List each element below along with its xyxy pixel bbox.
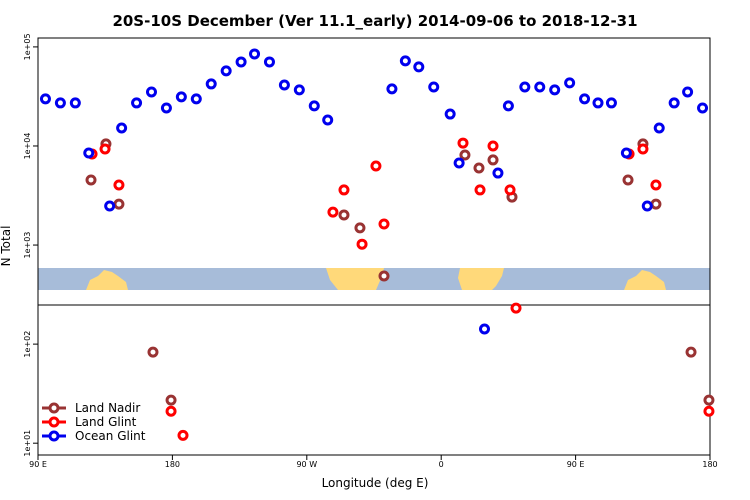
point (487, 140, 499, 152)
point (549, 84, 561, 96)
point (386, 83, 398, 95)
x-tick-label: 0 (439, 460, 444, 469)
point (327, 206, 339, 218)
point (220, 65, 232, 77)
point (682, 86, 694, 98)
point (116, 122, 128, 134)
point (428, 81, 440, 93)
point (190, 93, 202, 105)
point (622, 174, 634, 186)
point (85, 174, 97, 186)
point (703, 405, 715, 417)
point (205, 78, 217, 90)
point (579, 93, 591, 105)
point (113, 198, 125, 210)
point (293, 84, 305, 96)
point (459, 149, 471, 161)
legend-label: Land Glint (75, 415, 137, 429)
point (175, 91, 187, 103)
legend-label: Ocean Glint (75, 429, 146, 443)
point (378, 218, 390, 230)
point (104, 200, 116, 212)
point (278, 79, 290, 91)
y-axis-label: N Total (0, 226, 13, 267)
point (697, 102, 709, 114)
point (605, 97, 617, 109)
point (504, 184, 516, 196)
point (510, 302, 522, 314)
x-tick-label: 90 W (296, 460, 317, 469)
point (519, 81, 531, 93)
x-tick-label: 180 (702, 460, 717, 469)
point (356, 238, 368, 250)
point (131, 97, 143, 109)
point (378, 270, 390, 282)
point (457, 137, 469, 149)
point (685, 346, 697, 358)
legend-label: Land Nadir (75, 401, 140, 415)
y-tick-label: 1e+05 (23, 33, 32, 60)
point (249, 48, 261, 60)
plot-frame (37, 37, 711, 456)
point (650, 179, 662, 191)
point (147, 346, 159, 358)
point (487, 154, 499, 166)
point (99, 143, 111, 155)
point (338, 209, 350, 221)
point (322, 114, 334, 126)
point (413, 61, 425, 73)
chart-title: 20S-10S December (Ver 11.1_early) 2014-0… (112, 12, 637, 30)
point (308, 100, 320, 112)
point (160, 102, 172, 114)
point (492, 167, 504, 179)
point (474, 184, 486, 196)
point (113, 179, 125, 191)
point (54, 97, 66, 109)
point (592, 97, 604, 109)
point (479, 323, 491, 335)
y-tick-label: 1e+04 (23, 133, 32, 160)
map-strip (38, 268, 710, 290)
point (564, 77, 576, 89)
point (502, 100, 514, 112)
y-tick-label: 1e+02 (23, 331, 32, 358)
point (263, 56, 275, 68)
point (534, 81, 546, 93)
legend-marker (48, 402, 60, 414)
point (637, 143, 649, 155)
point (668, 97, 680, 109)
point (620, 147, 632, 159)
point (39, 93, 51, 105)
point (641, 200, 653, 212)
x-tick-label: 180 (165, 460, 180, 469)
x-axis-label: Longitude (deg E) (322, 476, 429, 490)
point (165, 405, 177, 417)
point (83, 147, 95, 159)
legend-marker (48, 430, 60, 442)
legend-marker (48, 416, 60, 428)
point (653, 122, 665, 134)
point (453, 157, 465, 169)
point (235, 56, 247, 68)
point (338, 184, 350, 196)
point (354, 222, 366, 234)
point (703, 394, 715, 406)
point (165, 394, 177, 406)
x-tick-label: 90 E (29, 460, 47, 469)
y-tick-label: 1e+01 (23, 430, 32, 457)
x-tick-label: 90 E (567, 460, 585, 469)
point (444, 108, 456, 120)
point (399, 55, 411, 67)
y-tick-label: 1e+03 (23, 232, 32, 259)
point (177, 429, 189, 441)
point (473, 162, 485, 174)
point (145, 86, 157, 98)
point (69, 97, 81, 109)
point (370, 160, 382, 172)
point (650, 198, 662, 210)
